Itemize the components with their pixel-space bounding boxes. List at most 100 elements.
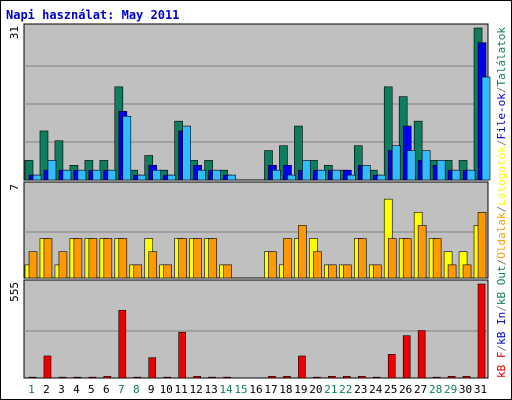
y-max-label-kbytes: 555 bbox=[8, 282, 21, 302]
y-max-label-visits: 7 bbox=[8, 184, 21, 191]
panel-visits: 7 bbox=[8, 181, 489, 279]
bar-hits-Lapok-day-4 bbox=[77, 169, 87, 181]
bar-hits-Lapok-day-6 bbox=[107, 169, 117, 181]
bar-kbytes-kB-F-day-7 bbox=[118, 309, 127, 379]
x-tick-day-26: 26 bbox=[399, 383, 412, 396]
bar-visits-Oldalak-day-27 bbox=[417, 225, 427, 279]
bar-visits-Oldalak-day-13 bbox=[208, 238, 217, 279]
x-tick-day-24: 24 bbox=[369, 383, 383, 396]
bar-kbytes-kB-F-day-14 bbox=[223, 376, 231, 379]
bar-hits-Lapok-day-5 bbox=[92, 169, 102, 181]
bar-hits-Lapok-day-11 bbox=[182, 125, 191, 181]
bar-visits-Oldalak-day-12 bbox=[193, 238, 202, 279]
bar-visits-Oldalak-day-5 bbox=[88, 238, 98, 279]
bar-kbytes-kB-F-day-25 bbox=[387, 353, 396, 379]
x-tick-day-31: 31 bbox=[474, 383, 487, 396]
bar-kbytes-kB-F-day-23 bbox=[357, 376, 366, 379]
bar-visits-Oldalak-day-23 bbox=[357, 238, 367, 279]
bar-visits-Oldalak-day-22 bbox=[343, 264, 352, 279]
bar-kbytes-kB-F-day-3 bbox=[58, 376, 67, 379]
panel-hits: 31 bbox=[8, 23, 491, 181]
x-tick-day-11: 11 bbox=[175, 383, 188, 396]
bar-visits-Oldalak-day-29 bbox=[447, 264, 457, 279]
bar-hits-Lapok-day-21 bbox=[332, 169, 341, 181]
x-tick-day-5: 5 bbox=[88, 383, 95, 396]
bar-visits-Oldalak-day-30 bbox=[462, 264, 472, 279]
bar-visits-Oldalak-day-10 bbox=[163, 264, 173, 279]
bar-kbytes-kB-F-day-1 bbox=[28, 376, 37, 379]
x-tick-day-10: 10 bbox=[160, 383, 173, 396]
bar-hits-Lapok-day-26 bbox=[406, 150, 416, 181]
bar-hits-Lapok-day-19 bbox=[302, 160, 311, 181]
x-tick-day-13: 13 bbox=[204, 383, 217, 396]
x-tick-day-14: 14 bbox=[219, 383, 233, 396]
x-tick-day-27: 27 bbox=[414, 383, 427, 396]
chart-panels: 31 7 555 bbox=[8, 23, 491, 379]
x-tick-day-3: 3 bbox=[58, 383, 65, 396]
bar-visits-Oldalak-day-31 bbox=[477, 211, 487, 279]
x-tick-day-25: 25 bbox=[384, 383, 397, 396]
bar-kbytes-kB-F-day-22 bbox=[343, 376, 351, 379]
bar-kbytes-kB-F-day-19 bbox=[298, 355, 306, 379]
x-tick-day-29: 29 bbox=[444, 383, 457, 396]
legend-entry-6: Oldalak bbox=[495, 212, 508, 259]
bar-visits-Oldalak-day-7 bbox=[118, 238, 128, 279]
bar-hits-Lapok-day-10 bbox=[167, 174, 177, 181]
bar-kbytes-kB-F-day-30 bbox=[462, 376, 471, 379]
x-tick-day-2: 2 bbox=[43, 383, 50, 396]
bar-hits-Lapok-day-12 bbox=[197, 169, 206, 181]
bar-kbytes-kB-F-day-5 bbox=[88, 376, 97, 379]
bar-visits-Oldalak-day-4 bbox=[73, 238, 83, 279]
bar-visits-Oldalak-day-17 bbox=[268, 251, 277, 279]
bar-hits-Lapok-day-24 bbox=[376, 174, 386, 181]
bar-visits-Oldalak-day-11 bbox=[178, 238, 187, 279]
bar-hits-Lapok-day-20 bbox=[317, 169, 326, 181]
bar-kbytes-kB-F-day-24 bbox=[372, 376, 381, 379]
bar-kbytes-kB-F-day-12 bbox=[193, 376, 201, 379]
bar-visits-Oldalak-day-2 bbox=[43, 238, 53, 279]
bar-hits-Lapok-day-17 bbox=[272, 169, 281, 181]
bar-visits-Oldalak-day-3 bbox=[58, 251, 68, 279]
chart-legend: kB F/kB In/kB Out/Oldalak/Látogatók/File… bbox=[495, 27, 508, 378]
bar-hits-Lapok-day-7 bbox=[122, 115, 132, 181]
bar-kbytes-kB-F-day-13 bbox=[208, 376, 216, 379]
bar-visits-Oldalak-day-21 bbox=[328, 264, 337, 279]
x-tick-day-30: 30 bbox=[459, 383, 472, 396]
bar-hits-Lapok-day-1 bbox=[32, 174, 42, 181]
bar-hits-Lapok-day-2 bbox=[47, 160, 57, 181]
bar-kbytes-kB-F-day-2 bbox=[43, 355, 52, 379]
bar-visits-Oldalak-day-19 bbox=[298, 225, 307, 279]
x-tick-day-1: 1 bbox=[28, 383, 35, 396]
x-tick-day-15: 15 bbox=[234, 383, 247, 396]
bar-hits-Lapok-day-23 bbox=[361, 164, 371, 181]
x-tick-day-22: 22 bbox=[339, 383, 352, 396]
bar-visits-Oldalak-day-28 bbox=[432, 238, 442, 279]
bar-hits-Lapok-day-3 bbox=[62, 169, 72, 181]
legend-entry-2: kB In bbox=[495, 312, 508, 345]
panel-kbytes: 555 bbox=[8, 279, 489, 379]
legend-entry-3: / bbox=[495, 305, 508, 312]
bar-kbytes-kB-F-day-9 bbox=[148, 357, 157, 379]
legend-entry-5: / bbox=[495, 259, 508, 266]
bar-hits-Lapok-day-31 bbox=[481, 76, 491, 181]
bar-kbytes-kB-F-day-18 bbox=[283, 376, 291, 379]
bar-kbytes-kB-F-day-29 bbox=[447, 376, 456, 379]
bar-visits-Oldalak-day-8 bbox=[133, 264, 143, 279]
x-tick-day-16: 16 bbox=[249, 383, 262, 396]
bar-hits-Lapok-day-22 bbox=[347, 174, 356, 181]
bar-hits-Lapok-day-30 bbox=[466, 169, 476, 181]
bar-kbytes-kB-F-day-6 bbox=[103, 376, 112, 379]
bar-hits-Lapok-day-27 bbox=[421, 150, 431, 181]
bar-visits-Oldalak-day-26 bbox=[402, 238, 412, 279]
bar-hits-Lapok-day-28 bbox=[436, 160, 446, 181]
legend-entry-4: kB Out bbox=[495, 265, 508, 305]
x-tick-day-7: 7 bbox=[118, 383, 125, 396]
bar-hits-Lapok-day-14 bbox=[227, 174, 236, 181]
x-tick-day-8: 8 bbox=[133, 383, 140, 396]
x-tick-day-9: 9 bbox=[148, 383, 155, 396]
bar-hits-Lapok-day-13 bbox=[212, 169, 221, 181]
bar-kbytes-kB-F-day-4 bbox=[73, 376, 82, 379]
bar-kbytes-kB-F-day-28 bbox=[432, 376, 441, 379]
x-tick-day-19: 19 bbox=[294, 383, 307, 396]
bar-visits-Oldalak-day-9 bbox=[148, 251, 158, 279]
